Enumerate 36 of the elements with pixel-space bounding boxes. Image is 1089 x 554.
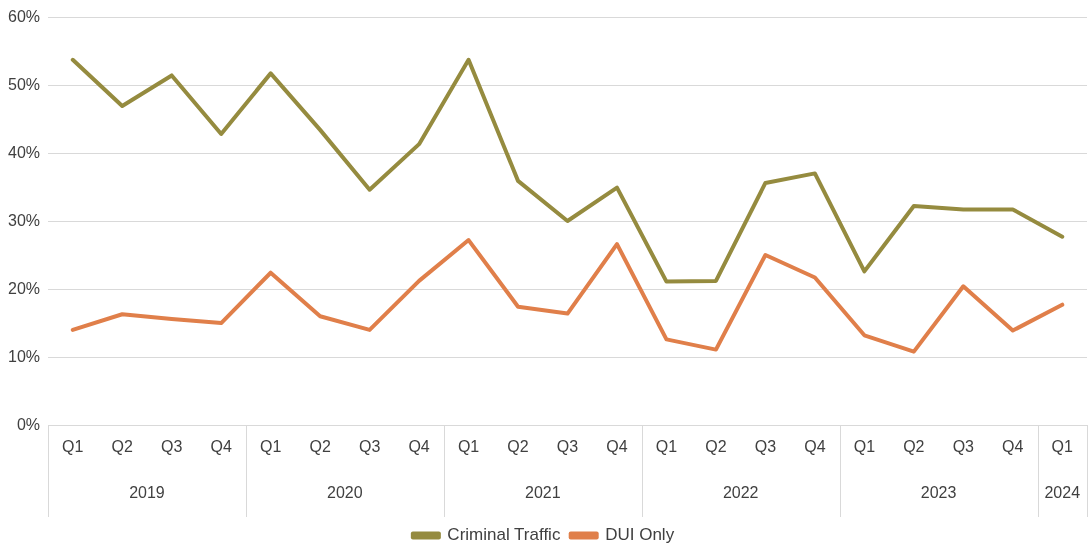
- x-tick-label: Q3: [952, 437, 975, 455]
- y-tick-label: 30%: [7, 212, 41, 230]
- x-tick-label: Q4: [804, 437, 826, 455]
- x-tick-label: Q1: [655, 437, 678, 455]
- x-tick-label: Q4: [1002, 437, 1024, 455]
- legend-label: Criminal Traffic: [447, 525, 561, 545]
- text: 2022: [722, 484, 759, 502]
- x-tick-label: Q4: [210, 437, 232, 455]
- x-tick-label: Q2: [309, 437, 331, 455]
- x-tick-label: Q1: [62, 437, 84, 455]
- y-tick-label: 40%: [7, 144, 41, 162]
- text: 2020: [327, 484, 363, 502]
- x-tick-label: Q2: [111, 437, 134, 455]
- x-tick-label: Q1: [1051, 437, 1074, 455]
- x-tick-label: Q1: [853, 437, 876, 455]
- text: 2019: [129, 484, 165, 502]
- x-tick-label: Q1: [259, 437, 282, 455]
- y-tick-label: 60%: [7, 8, 41, 26]
- x-tick-label: Q2: [903, 437, 925, 455]
- legend-label: DUI Only: [605, 525, 675, 545]
- x-tick-label: Q1: [457, 437, 480, 455]
- x-tick-label: Q2: [507, 437, 529, 455]
- text: 2023: [920, 484, 957, 502]
- x-tick-label: Q3: [161, 437, 183, 455]
- y-tick-label: 0%: [16, 416, 41, 434]
- x-tick-label: Q3: [358, 437, 381, 455]
- y-tick-label: 20%: [7, 280, 41, 298]
- x-tick-label: Q4: [606, 437, 628, 455]
- y-tick-label: 50%: [7, 76, 41, 94]
- y-tick-label: 10%: [7, 348, 41, 366]
- x-tick-label: Q4: [408, 437, 430, 455]
- text: 2021: [524, 484, 561, 502]
- x-tick-label: Q2: [705, 437, 727, 455]
- text: 2024: [1044, 484, 1081, 502]
- x-tick-label: Q3: [556, 437, 579, 455]
- x-tick-label: Q3: [754, 437, 777, 455]
